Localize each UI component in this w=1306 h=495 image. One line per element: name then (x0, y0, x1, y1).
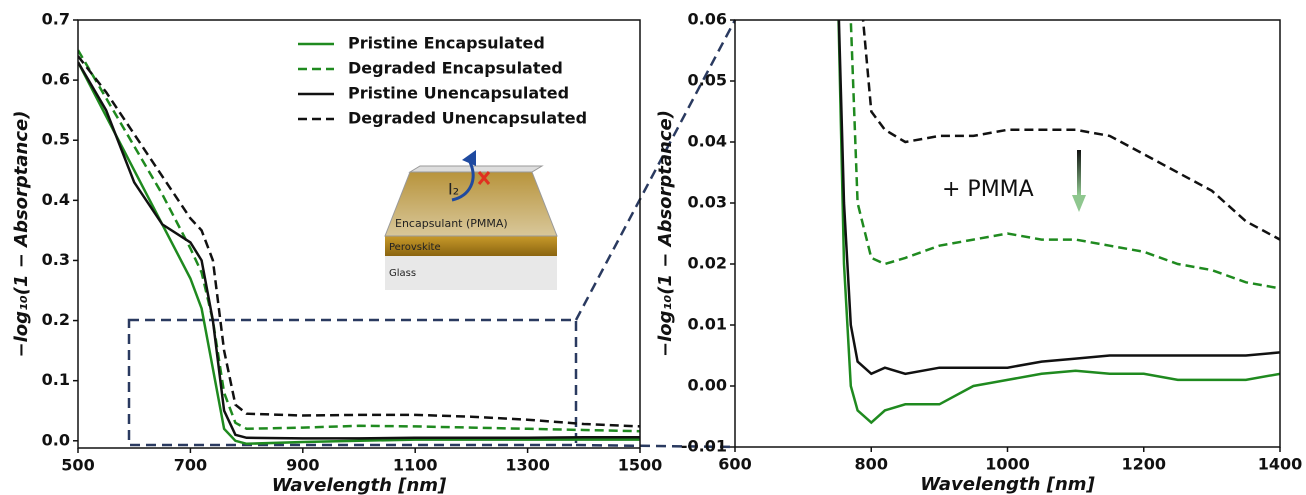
y-tick-label: 0.03 (688, 193, 727, 212)
y-tick-label: 0.2 (42, 310, 70, 329)
annotation: + PMMA (942, 177, 1034, 202)
y-tick-label: 0.4 (42, 190, 70, 209)
y-tick-label: -0.01 (681, 437, 727, 456)
axes-frame (77, 19, 641, 449)
inset-label: I₂ (448, 180, 459, 199)
annotation-arrow-head (1072, 195, 1086, 212)
x-tick-label: 600 (718, 455, 751, 474)
y-axis-label: −log₁₀(1 − Absorptance) (11, 111, 32, 358)
series-line (78, 55, 640, 428)
y-tick-label: 0.05 (688, 71, 727, 90)
x-tick-label: 1200 (1121, 455, 1166, 474)
x-tick-label: 1400 (1258, 455, 1303, 474)
y-tick-label: 0.06 (688, 10, 727, 29)
x-tick-label: 1300 (505, 456, 550, 475)
series-line (849, 20, 1280, 290)
inset-label: Glass (389, 268, 416, 279)
y-tick-label: 0.5 (42, 130, 70, 149)
y-tick-label: 0.00 (688, 376, 727, 395)
axes-frame (734, 19, 1281, 448)
y-tick-label: 0.0 (42, 430, 70, 449)
y-tick-label: 0.1 (42, 370, 70, 389)
x-tick-label: 500 (61, 456, 94, 475)
plot: 500 700 900 1100 1300 1500 0.0 0.1 0.2 0.3 0.4 0.5 0… (11, 10, 662, 495)
x-tick-label: 800 (855, 455, 888, 474)
y-axis-label: −log₁₀(1 − Absorptance) (655, 110, 676, 357)
series-line (78, 61, 640, 446)
y-tick-label: 0.01 (688, 315, 727, 334)
plot: 600 800 1000 1200 1400 -0.01 0.00 0.01 0.02 0.03 0… (655, 10, 1303, 495)
y-tick-label: 0.6 (42, 70, 70, 89)
legend-label: Degraded Unencapsulated (348, 109, 587, 128)
inset-label: Encapsulant (PMMA) (395, 217, 508, 230)
series-line (837, 20, 1280, 425)
series-line (78, 49, 640, 433)
annotation-arrow-shaft (1077, 150, 1081, 195)
legend-label: Pristine Unencapsulated (348, 84, 569, 103)
y-tick-label: 0.3 (42, 250, 70, 269)
series-line (837, 20, 1280, 376)
x-axis-label: Wavelength [nm] (920, 474, 1095, 495)
inset-label: Perovskite (389, 242, 441, 253)
x-tick-label: 1100 (393, 456, 438, 475)
zoom-box (127, 19, 737, 449)
x-tick-label: 900 (286, 456, 319, 475)
series-line (78, 61, 640, 440)
x-tick-label: 1000 (985, 455, 1030, 474)
series-line (861, 20, 1280, 241)
y-tick-label: 0.02 (688, 254, 727, 273)
legend-label: Degraded Encapsulated (348, 59, 563, 78)
x-tick-label: 1500 (618, 456, 663, 475)
x-axis-label: Wavelength [nm] (272, 475, 447, 495)
y-tick-label: 0.04 (688, 132, 727, 151)
legend-label: Pristine Encapsulated (348, 34, 545, 53)
x-tick-label: 700 (174, 456, 207, 475)
y-tick-label: 0.7 (42, 10, 70, 29)
inset-diagram (384, 150, 558, 290)
